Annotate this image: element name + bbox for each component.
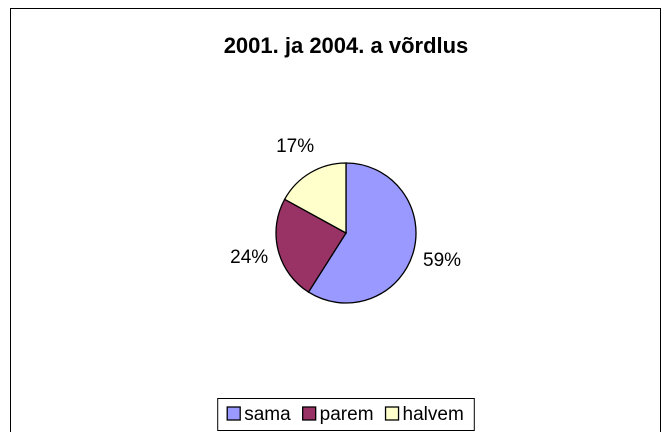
legend-label: halvem — [403, 404, 464, 425]
pie-slice — [307, 162, 417, 304]
legend-box — [217, 398, 475, 431]
legend-swatch — [384, 406, 400, 421]
legend-label: sama — [244, 404, 291, 425]
legend-label: parem — [320, 404, 374, 425]
data-label: 59% — [423, 250, 461, 271]
data-label: 24% — [230, 247, 268, 268]
legend-swatch — [226, 406, 241, 421]
data-label: 17% — [276, 136, 314, 157]
pie-slice — [275, 198, 347, 294]
legend-swatch — [302, 406, 317, 421]
pie-slice — [283, 162, 347, 235]
chart-title: 2001. ja 2004. a võrdlus — [224, 33, 469, 58]
